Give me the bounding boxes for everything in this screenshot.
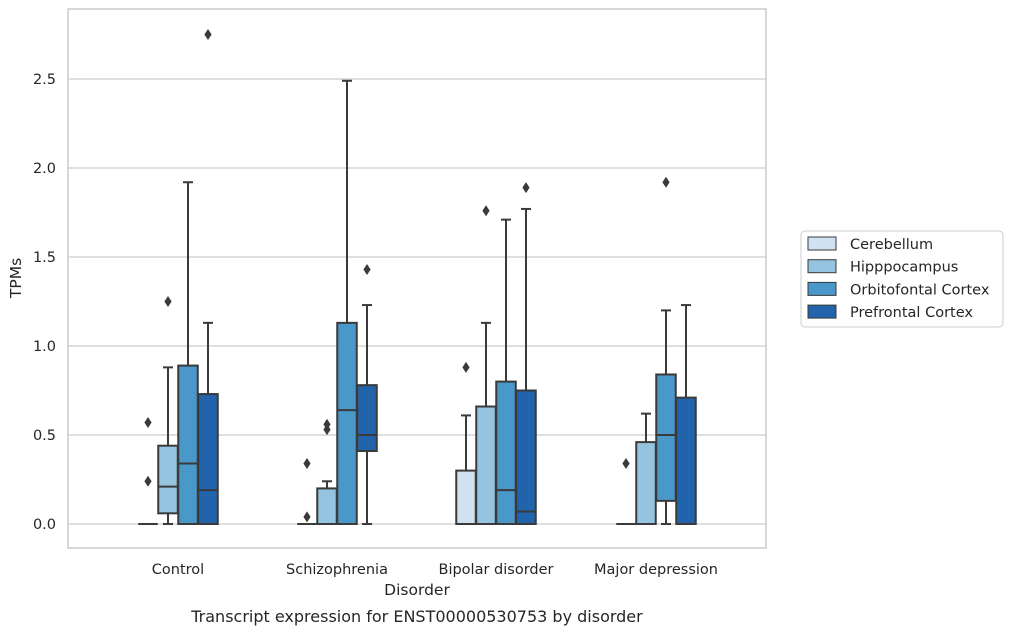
outlier-point <box>144 475 152 487</box>
x-tick-labels: Control Schizophrenia Bipolar disorder Majo… <box>152 562 718 578</box>
y-tick-label: 0.0 <box>33 517 56 533</box>
iqr-box <box>655 373 677 502</box>
iqr-box <box>675 396 697 525</box>
box-element <box>635 412 657 525</box>
iqr-box <box>455 469 477 526</box>
box-element <box>316 418 338 525</box>
outlier-point <box>482 205 490 217</box>
box-element <box>515 182 537 525</box>
legend-label: Orbitofontal Cortex <box>850 282 990 298</box>
iqr-box <box>316 487 338 525</box>
x-tick-label: Schizophrenia <box>286 562 388 578</box>
series-2 <box>177 79 677 525</box>
box-element <box>356 263 378 525</box>
box-element <box>655 176 677 525</box>
outlier-point <box>204 29 212 40</box>
legend-swatch <box>807 304 837 319</box>
iqr-box <box>177 364 199 525</box>
outlier-point <box>522 182 530 194</box>
box-element <box>495 218 517 525</box>
outlier-point <box>144 417 152 429</box>
y-tick-label: 0.5 <box>33 428 56 444</box>
y-tick-label: 1.5 <box>33 250 56 266</box>
legend-frame <box>800 230 1004 328</box>
outlier-point <box>462 361 470 373</box>
legend-label: Cerebellum <box>850 237 933 253</box>
series-1 <box>157 205 657 525</box>
y-tick-label: 1.0 <box>33 339 56 355</box>
legend-swatch <box>807 259 837 274</box>
outlier-point <box>363 263 371 275</box>
outlier-point <box>323 424 331 436</box>
legend-swatch <box>807 281 837 296</box>
box-element <box>177 181 199 525</box>
outlier-point <box>662 176 670 188</box>
box-element <box>455 361 477 526</box>
legend-label: Hipppocampus <box>850 260 958 276</box>
legend: Cerebellum Hipppocampus Orbitofontal Corte… <box>800 230 1004 328</box>
outlier-point <box>303 511 311 523</box>
box-element <box>157 296 179 525</box>
iqr-box <box>157 444 179 515</box>
y-tick-labels: 0.0 0.5 1.0 1.5 2.0 2.5 <box>33 72 56 533</box>
y-tick-label: 2.5 <box>33 72 56 88</box>
x-tick-label: Bipolar disorder <box>439 562 554 578</box>
box-element <box>675 304 697 525</box>
plot-area-frame <box>67 8 767 549</box>
iqr-box <box>495 380 517 525</box>
box-element <box>336 79 358 525</box>
outlier-point <box>164 296 172 307</box>
legend-label: Prefrontal Cortex <box>850 305 973 321</box>
y-axis-title: TPMs <box>7 258 25 299</box>
y-tick-label: 2.0 <box>33 161 56 177</box>
outlier-point <box>622 457 630 469</box>
iqr-box <box>197 393 219 525</box>
box-element <box>616 457 636 525</box>
iqr-box <box>635 441 657 525</box>
x-tick-label: Control <box>152 562 204 578</box>
iqr-box <box>475 405 497 525</box>
legend-swatch <box>807 236 837 251</box>
chart-caption: Transcript expression for ENST0000053075… <box>190 607 643 626</box>
series-0 <box>138 361 636 526</box>
x-tick-label: Major depression <box>594 562 718 578</box>
iqr-box <box>515 389 537 525</box>
box-element <box>138 417 158 525</box>
box-element <box>475 205 497 525</box>
outlier-point <box>303 457 311 469</box>
x-axis-title: Disorder <box>384 581 450 599</box>
iqr-box <box>336 321 358 525</box>
series-3 <box>197 29 697 525</box>
box-element <box>297 457 317 525</box>
box-series <box>138 29 697 526</box>
box-element <box>197 29 219 525</box>
iqr-box <box>356 384 378 453</box>
